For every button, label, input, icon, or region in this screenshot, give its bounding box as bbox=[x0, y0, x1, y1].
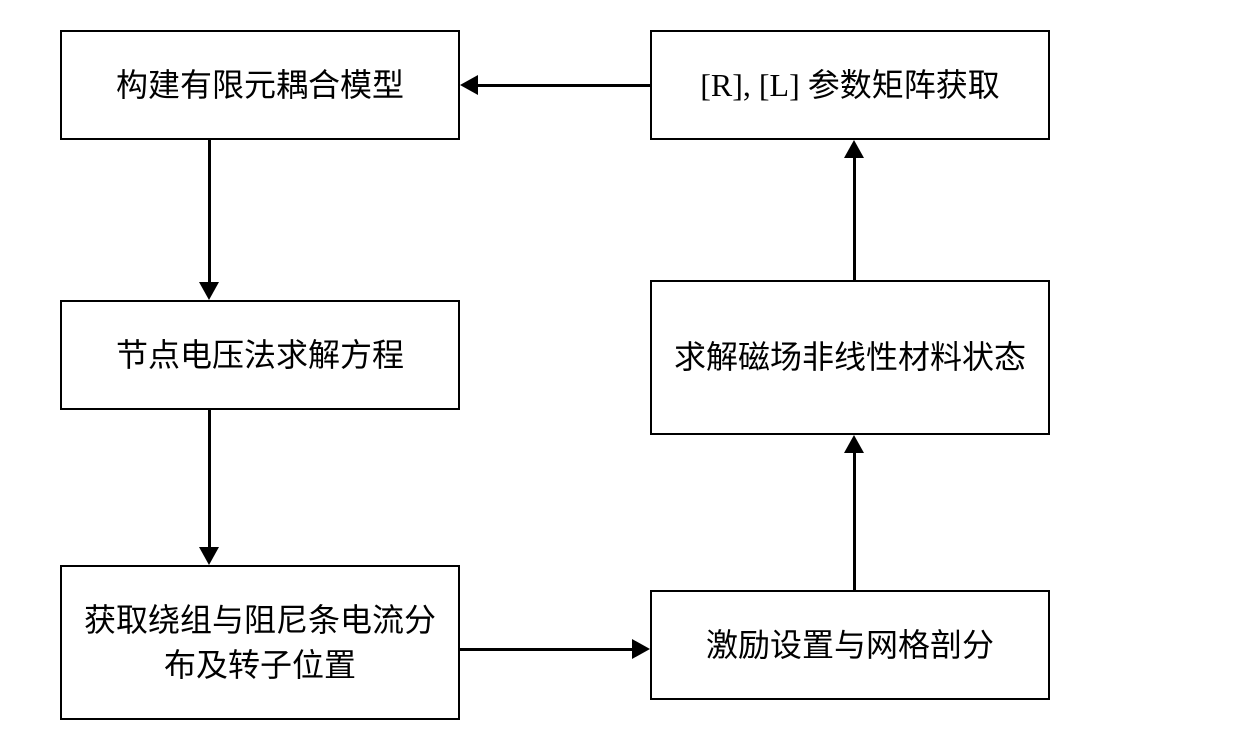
arrowhead-up-icon bbox=[844, 140, 864, 158]
flowchart-node-5: 求解磁场非线性材料状态 bbox=[650, 280, 1050, 435]
node-label: 节点电压法求解方程 bbox=[116, 333, 404, 378]
arrowhead-up-icon bbox=[844, 435, 864, 453]
edge-n3-n4 bbox=[460, 648, 632, 651]
node-label: 求解磁场非线性材料状态 bbox=[674, 335, 1026, 380]
edge-n4-n5 bbox=[853, 453, 856, 590]
node-label: 构建有限元耦合模型 bbox=[116, 63, 404, 108]
arrowhead-right-icon bbox=[632, 639, 650, 659]
node-label: [R], [L] 参数矩阵获取 bbox=[700, 63, 1000, 108]
flowchart-node-6: [R], [L] 参数矩阵获取 bbox=[650, 30, 1050, 140]
flowchart-node-3: 获取绕组与阻尼条电流分布及转子位置 bbox=[60, 565, 460, 720]
edge-n1-n2 bbox=[208, 140, 211, 282]
flowchart-node-4: 激励设置与网格剖分 bbox=[650, 590, 1050, 700]
edge-n6-n1 bbox=[478, 84, 650, 87]
flowchart-node-1: 构建有限元耦合模型 bbox=[60, 30, 460, 140]
edge-n5-n6 bbox=[853, 158, 856, 280]
arrowhead-down-icon bbox=[199, 547, 219, 565]
node-label: 激励设置与网格剖分 bbox=[706, 623, 994, 668]
edge-n2-n3 bbox=[208, 410, 211, 547]
arrowhead-down-icon bbox=[199, 282, 219, 300]
arrowhead-left-icon bbox=[460, 75, 478, 95]
flowchart-node-2: 节点电压法求解方程 bbox=[60, 300, 460, 410]
node-label: 获取绕组与阻尼条电流分布及转子位置 bbox=[82, 598, 438, 688]
